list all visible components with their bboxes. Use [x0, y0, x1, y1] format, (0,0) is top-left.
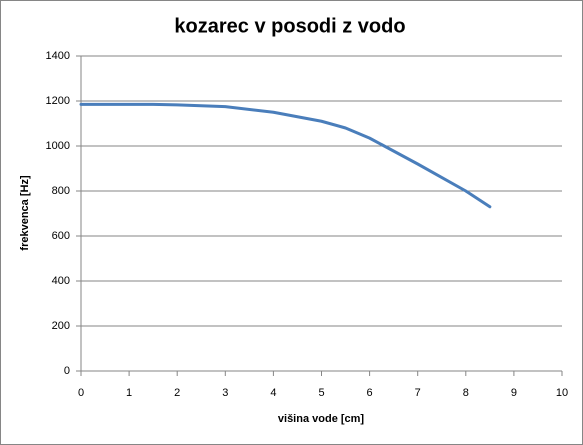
x-tick-label: 1	[126, 387, 132, 399]
x-tick-label: 5	[318, 387, 324, 399]
x-tick-label: 4	[270, 387, 276, 399]
y-tick-label: 1400	[46, 50, 70, 62]
y-tick-label: 0	[64, 365, 70, 377]
y-axis-label: frekvenca [Hz]	[19, 175, 31, 251]
x-tick-label: 9	[511, 387, 517, 399]
y-tick-label: 1000	[46, 140, 70, 152]
y-tick-label: 400	[52, 275, 70, 287]
x-axis-label: višina vode [cm]	[278, 413, 365, 425]
x-tick-label: 0	[78, 387, 84, 399]
x-tick-label: 6	[367, 387, 373, 399]
y-tick-label: 1200	[46, 95, 70, 107]
y-tick-label: 600	[52, 230, 70, 242]
x-tick-label: 3	[222, 387, 228, 399]
data-line	[79, 102, 492, 209]
y-tick-label: 200	[52, 320, 70, 332]
chart-title: kozarec v posodi z vodo	[174, 15, 405, 37]
x-tick-label: 7	[415, 387, 421, 399]
x-tick-label: 2	[174, 387, 180, 399]
x-tick-label: 10	[556, 387, 568, 399]
x-tick-label: 8	[463, 387, 469, 399]
y-tick-label: 800	[52, 185, 70, 197]
